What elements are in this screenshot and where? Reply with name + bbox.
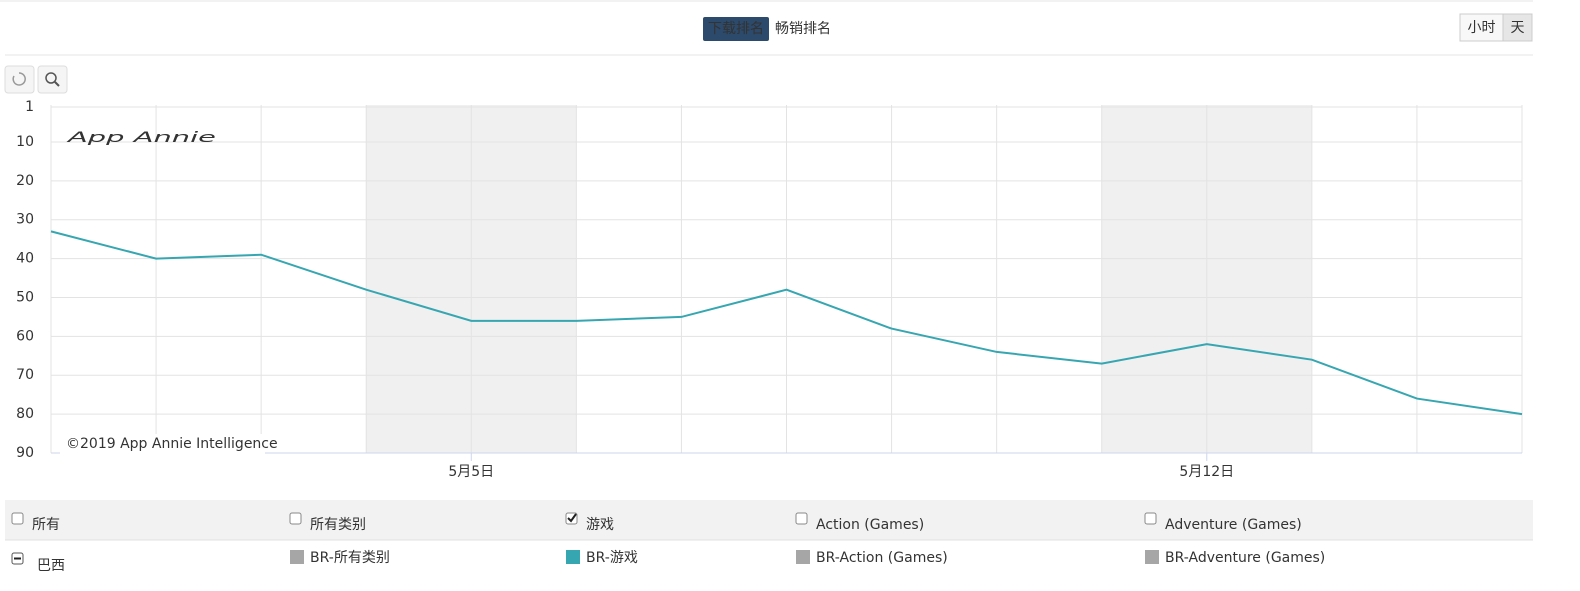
granularity-label[interactable]: 天 xyxy=(1511,20,1525,36)
reset-button[interactable] xyxy=(4,65,35,94)
region-label: 巴西 xyxy=(37,558,65,574)
y-tick-label: 1 xyxy=(25,99,34,115)
checkmark xyxy=(567,513,577,523)
y-tick-label: 60 xyxy=(16,328,34,344)
zoom-button[interactable] xyxy=(37,65,68,94)
legend-swatch[interactable] xyxy=(566,550,580,564)
checkbox[interactable] xyxy=(1144,512,1157,525)
y-tick-label: 70 xyxy=(16,367,34,383)
zoom-icon xyxy=(45,72,57,84)
tab[interactable]: 畅销排名 xyxy=(775,21,831,37)
reset-icon xyxy=(12,72,26,86)
filter-label[interactable]: 所有类别 xyxy=(310,517,366,533)
legend-label[interactable]: BR-所有类别 xyxy=(310,550,390,566)
filter-label[interactable]: Action (Games) xyxy=(816,517,924,533)
x-tick-label: 5月5日 xyxy=(448,464,494,480)
y-tick-label: 20 xyxy=(16,173,34,189)
y-tick-label: 80 xyxy=(16,406,34,422)
copyright: ©2019 App Annie Intelligence xyxy=(66,436,278,452)
tab-active[interactable] xyxy=(703,17,769,41)
legend-label[interactable]: BR-Action (Games) xyxy=(816,550,948,566)
checkbox[interactable] xyxy=(11,512,24,525)
y-tick-label: 40 xyxy=(16,251,34,267)
checkbox[interactable] xyxy=(289,512,302,525)
legend-swatch[interactable] xyxy=(1145,550,1159,564)
legend-label[interactable]: BR-游戏 xyxy=(586,550,638,566)
y-tick-label: 30 xyxy=(16,212,34,228)
filter-label[interactable]: 所有 xyxy=(32,517,60,533)
watermark: App Annie xyxy=(66,130,216,146)
copyright-bg xyxy=(60,434,265,454)
y-tick-label: 50 xyxy=(16,289,34,305)
y-tick-label: 90 xyxy=(16,445,34,461)
x-tick-label: 5月12日 xyxy=(1179,464,1234,480)
granularity-button[interactable] xyxy=(1459,13,1504,42)
legend-swatch[interactable] xyxy=(290,550,304,564)
checkbox[interactable] xyxy=(795,512,808,525)
granularity-label[interactable]: 小时 xyxy=(1468,20,1496,36)
zoom-icon-handle xyxy=(54,81,60,87)
filter-row xyxy=(5,500,1533,540)
legend-swatch[interactable] xyxy=(796,550,810,564)
filter-label[interactable]: Adventure (Games) xyxy=(1165,517,1302,533)
filter-label[interactable]: 游戏 xyxy=(586,517,614,533)
y-tick-label: 10 xyxy=(16,134,34,150)
tab[interactable]: 下载排名 xyxy=(708,21,764,37)
legend-label[interactable]: BR-Adventure (Games) xyxy=(1165,550,1325,566)
granularity-button[interactable] xyxy=(1502,13,1533,42)
series-line xyxy=(50,230,1523,416)
